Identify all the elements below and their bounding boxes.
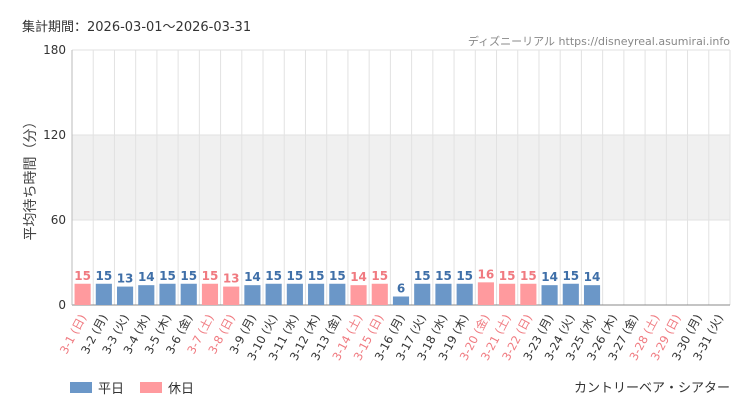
bar: [286, 283, 303, 305]
y-tick-label: 180: [43, 43, 66, 57]
bar-value-label: 15: [180, 269, 197, 283]
bar: [541, 285, 558, 305]
bar-value-label: 16: [478, 267, 495, 281]
bar: [392, 296, 410, 305]
bar-value-label: 15: [265, 269, 282, 283]
legend-item-weekday[interactable]: 平日: [70, 378, 124, 397]
legend-label-weekday: 平日: [98, 382, 125, 397]
period-label: 集計期間：2026-03-01〜2026-03-31: [22, 20, 252, 35]
bar-value-label: 15: [329, 269, 346, 283]
y-tick-label: 120: [43, 128, 66, 142]
site-credit: ディズニーリアル https://disneyreal.asumirai.inf…: [467, 35, 730, 48]
bar: [414, 283, 431, 305]
y-tick-label: 0: [58, 298, 66, 312]
bar: [456, 283, 473, 305]
bar: [371, 283, 388, 305]
legend-label-holiday: 休日: [168, 382, 195, 397]
bar-value-label: 13: [117, 272, 134, 286]
bar: [329, 283, 346, 305]
holiday-swatch: [140, 382, 163, 393]
bar: [583, 285, 601, 305]
facility-name: カントリーベア・シアター: [573, 381, 730, 396]
legend-item-holiday[interactable]: 休日: [140, 378, 194, 397]
bar: [562, 283, 579, 305]
bar-value-label: 15: [308, 269, 325, 283]
bar: [74, 283, 91, 305]
bar: [180, 283, 197, 305]
shaded-band: [72, 135, 730, 220]
bar-value-label: 15: [371, 269, 388, 283]
bar: [223, 286, 240, 305]
bar: [499, 283, 516, 305]
bar: [116, 286, 134, 305]
y-axis-title: 平均待ち時間（分）: [23, 115, 39, 241]
bar-value-label: 15: [287, 269, 304, 283]
bar-value-label: 15: [202, 269, 219, 283]
y-tick-label: 60: [51, 213, 66, 227]
bar-value-label: 13: [223, 272, 240, 286]
bar-value-label: 15: [95, 269, 112, 283]
bar: [308, 283, 325, 305]
bar-value-label: 14: [350, 270, 367, 284]
bar: [244, 285, 261, 305]
bar-value-label: 15: [159, 269, 176, 283]
bar-value-label: 14: [138, 270, 155, 284]
bar: [477, 282, 494, 305]
bar-value-label: 15: [456, 269, 473, 283]
weekday-swatch: [70, 382, 92, 393]
bar-value-label: 15: [520, 269, 537, 283]
bar: [95, 283, 112, 305]
bar-value-label: 14: [244, 270, 261, 284]
bar: [159, 283, 176, 305]
bar-value-label: 15: [74, 269, 91, 283]
bar: [201, 283, 219, 305]
bar-value-label: 14: [584, 270, 601, 284]
bar-value-label: 15: [435, 269, 452, 283]
bar-value-label: 6: [397, 282, 405, 296]
chart-legend: 平日 休日: [70, 378, 210, 397]
bar: [138, 285, 155, 305]
bar: [350, 285, 367, 305]
bar: [265, 283, 282, 305]
bar: [435, 283, 452, 305]
bar-value-label: 15: [499, 269, 516, 283]
bar-value-label: 14: [541, 270, 558, 284]
bar-value-label: 15: [562, 269, 579, 283]
bar: [520, 283, 537, 305]
bar-value-label: 15: [414, 269, 431, 283]
